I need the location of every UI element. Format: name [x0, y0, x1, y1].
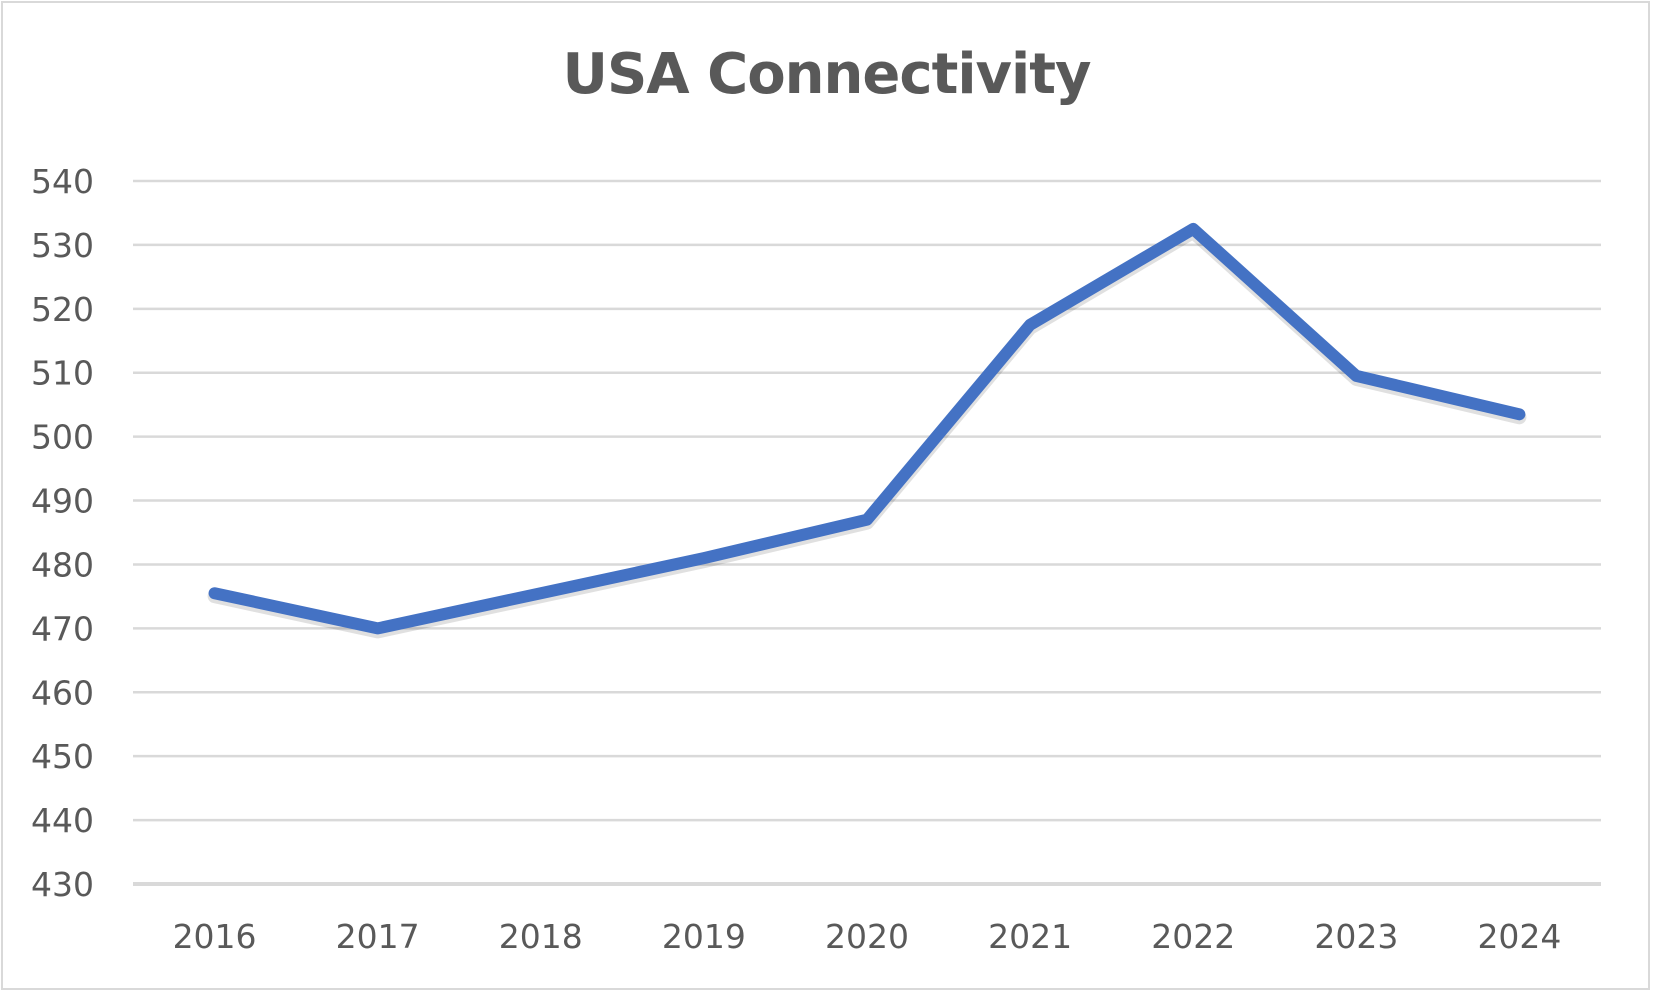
x-tick-label: 2018: [499, 917, 583, 956]
y-tick-label: 470: [31, 609, 94, 648]
y-tick-label: 460: [31, 673, 94, 712]
x-tick-label: 2019: [662, 917, 746, 956]
y-tick-label: 520: [31, 290, 94, 329]
data-point: [214, 593, 215, 594]
y-tick-label: 500: [31, 418, 94, 457]
x-tick-label: 2024: [1477, 917, 1561, 956]
y-axis-ticks: 430 440 450 460 470 480 490 500 510 520 530 540: [31, 162, 94, 904]
gridlines: [133, 179, 1601, 886]
series-line: [208, 222, 1526, 635]
x-tick-label: 2016: [173, 917, 257, 956]
y-tick-label: 440: [31, 801, 94, 840]
series-line-shadow: [207, 224, 1527, 639]
y-tick-label: 530: [31, 226, 94, 265]
x-tick-label: 2022: [1151, 917, 1235, 956]
data-point: [703, 558, 704, 559]
x-tick-label: 2021: [988, 917, 1072, 956]
series-layer: [207, 222, 1527, 639]
data-point: [1356, 375, 1357, 376]
data-point: [1030, 324, 1031, 325]
x-tick-label: 2017: [336, 917, 420, 956]
data-point: [1193, 228, 1194, 229]
data-point: [377, 628, 378, 629]
data-point: [540, 593, 541, 594]
chart-title: USA Connectivity: [562, 42, 1091, 107]
y-tick-label: 430: [31, 865, 94, 904]
y-tick-label: 540: [31, 162, 94, 201]
y-tick-label: 510: [31, 354, 94, 393]
x-tick-label: 2020: [825, 917, 909, 956]
x-tick-label: 2023: [1314, 917, 1398, 956]
data-point: [1519, 414, 1520, 415]
y-tick-label: 490: [31, 482, 94, 521]
y-tick-label: 450: [31, 737, 94, 776]
x-axis-ticks: 2016 2017 2018 2019 2020 2021 2022 2023 2024: [173, 917, 1562, 956]
data-point: [867, 519, 868, 520]
y-tick-label: 480: [31, 545, 94, 584]
